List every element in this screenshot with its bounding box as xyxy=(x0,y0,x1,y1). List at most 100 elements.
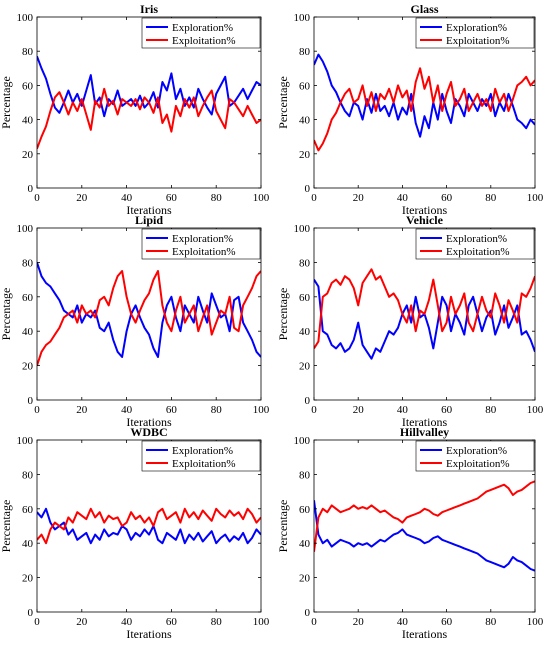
y-tick-label: 0 xyxy=(305,607,311,619)
legend-label-exploration: Exploration% xyxy=(446,445,507,457)
legend: Exploration%Exploitation% xyxy=(141,17,261,49)
y-tick-label: 40 xyxy=(22,326,34,338)
series-line-exploitation xyxy=(314,480,535,552)
y-axis-label: Percentage xyxy=(0,76,13,129)
x-axis-label: Iterations xyxy=(126,415,172,429)
y-tick-label: 40 xyxy=(299,326,311,338)
y-tick-label: 100 xyxy=(294,435,311,447)
y-tick-label: 100 xyxy=(294,12,311,24)
x-axis-label: Iterations xyxy=(402,415,448,429)
series-group xyxy=(314,268,535,360)
series-line-exploration xyxy=(314,279,535,360)
x-tick-label: 0 xyxy=(34,404,40,416)
x-tick-label: 100 xyxy=(527,616,544,628)
chart-panel-1: 0 20 40 60 80 100 0 20 40 60 80 100 Iris Iterations Pe… xyxy=(0,2,270,217)
chart-title: Hillvalley xyxy=(400,425,449,439)
legend: Exploration%Exploitation% xyxy=(415,17,535,49)
x-tick-label: 60 xyxy=(166,192,178,204)
y-axis-label: Percentage xyxy=(276,76,290,129)
series-group xyxy=(37,507,261,545)
y-tick-label: 20 xyxy=(22,361,34,373)
series-line-exploration xyxy=(314,53,535,138)
legend-label-exploration: Exploration% xyxy=(446,233,507,245)
y-axis-label: Percentage xyxy=(276,500,290,553)
y-tick-label: 20 xyxy=(299,573,311,585)
y-tick-label: 80 xyxy=(22,46,34,58)
chart-panel-6: 0 20 40 60 80 100 0 20 40 60 80 100 Hillvalley Iterat… xyxy=(276,425,544,641)
y-tick-label: 40 xyxy=(299,538,311,550)
chart-panel-3: 0 20 40 60 80 100 0 20 40 60 80 100 Lipid Iterations P… xyxy=(0,213,270,429)
y-axis-label: Percentage xyxy=(0,288,13,341)
series-line-exploitation xyxy=(37,270,261,366)
series-line-exploitation xyxy=(314,67,535,152)
x-tick-label: 60 xyxy=(166,616,178,628)
legend-label-exploration: Exploration% xyxy=(172,233,233,245)
legend-box xyxy=(415,17,535,49)
x-tick-label: 40 xyxy=(121,192,133,204)
legend-label-exploitation: Exploitation% xyxy=(446,35,510,47)
plot-frame xyxy=(313,16,536,189)
x-tick-label: 100 xyxy=(253,192,270,204)
x-axis-label: Iterations xyxy=(126,203,172,217)
plot-frame xyxy=(313,439,536,613)
y-tick-label: 100 xyxy=(17,223,34,235)
x-tick-label: 0 xyxy=(311,404,317,416)
x-tick-label: 20 xyxy=(76,404,88,416)
y-tick-label: 80 xyxy=(299,469,311,481)
legend-label-exploration: Exploration% xyxy=(172,445,233,457)
legend-label-exploration: Exploration% xyxy=(172,22,233,34)
x-tick-label: 20 xyxy=(353,616,365,628)
x-tick-label: 100 xyxy=(527,192,544,204)
x-tick-label: 0 xyxy=(34,192,40,204)
y-tick-label: 100 xyxy=(17,435,34,447)
plot-frame xyxy=(36,439,262,613)
legend-box xyxy=(141,228,261,260)
y-tick-label: 0 xyxy=(28,395,34,407)
y-tick-label: 20 xyxy=(299,149,311,161)
x-tick-label: 100 xyxy=(253,616,270,628)
legend-label-exploration: Exploration% xyxy=(446,22,507,34)
x-tick-label: 40 xyxy=(397,404,409,416)
legend-label-exploitation: Exploitation% xyxy=(172,246,236,258)
y-tick-label: 80 xyxy=(22,469,34,481)
legend-box xyxy=(415,440,535,472)
legend: Exploration%Exploitation% xyxy=(415,228,535,260)
y-tick-label: 20 xyxy=(299,361,311,373)
legend-label-exploitation: Exploitation% xyxy=(172,35,236,47)
y-tick-label: 80 xyxy=(299,257,311,269)
x-axis-label: Iterations xyxy=(402,203,448,217)
x-tick-label: 0 xyxy=(311,192,317,204)
x-tick-label: 20 xyxy=(353,404,365,416)
y-tick-label: 100 xyxy=(294,223,311,235)
x-tick-label: 80 xyxy=(211,192,223,204)
y-tick-label: 60 xyxy=(22,504,34,516)
y-tick-label: 60 xyxy=(299,80,311,92)
legend: Exploration%Exploitation% xyxy=(141,228,261,260)
chart-title: Vehicle xyxy=(406,213,444,227)
y-axis-label: Percentage xyxy=(0,500,13,553)
y-tick-label: 60 xyxy=(22,292,34,304)
chart-panel-5: 0 20 40 60 80 100 0 20 40 60 80 100 WDBC Iterations Pe… xyxy=(0,425,270,641)
y-tick-label: 60 xyxy=(299,292,311,304)
x-tick-label: 20 xyxy=(76,616,88,628)
x-axis-label: Iterations xyxy=(126,627,172,641)
y-tick-label: 40 xyxy=(22,115,34,127)
chart-title: Iris xyxy=(140,2,158,16)
x-tick-label: 80 xyxy=(485,192,497,204)
series-group xyxy=(314,53,535,152)
x-tick-label: 40 xyxy=(397,192,409,204)
chart-title: Lipid xyxy=(135,213,163,227)
series-group xyxy=(37,262,261,366)
series-line-exploitation xyxy=(37,87,261,150)
y-tick-label: 80 xyxy=(22,257,34,269)
series-group xyxy=(314,480,535,572)
x-tick-label: 80 xyxy=(211,616,223,628)
series-line-exploration xyxy=(37,507,261,545)
y-tick-label: 80 xyxy=(299,46,311,58)
legend-box xyxy=(141,440,261,472)
legend: Exploration%Exploitation% xyxy=(141,440,261,472)
series-group xyxy=(37,55,261,150)
y-axis-label: Percentage xyxy=(276,288,290,341)
x-tick-label: 40 xyxy=(121,616,133,628)
